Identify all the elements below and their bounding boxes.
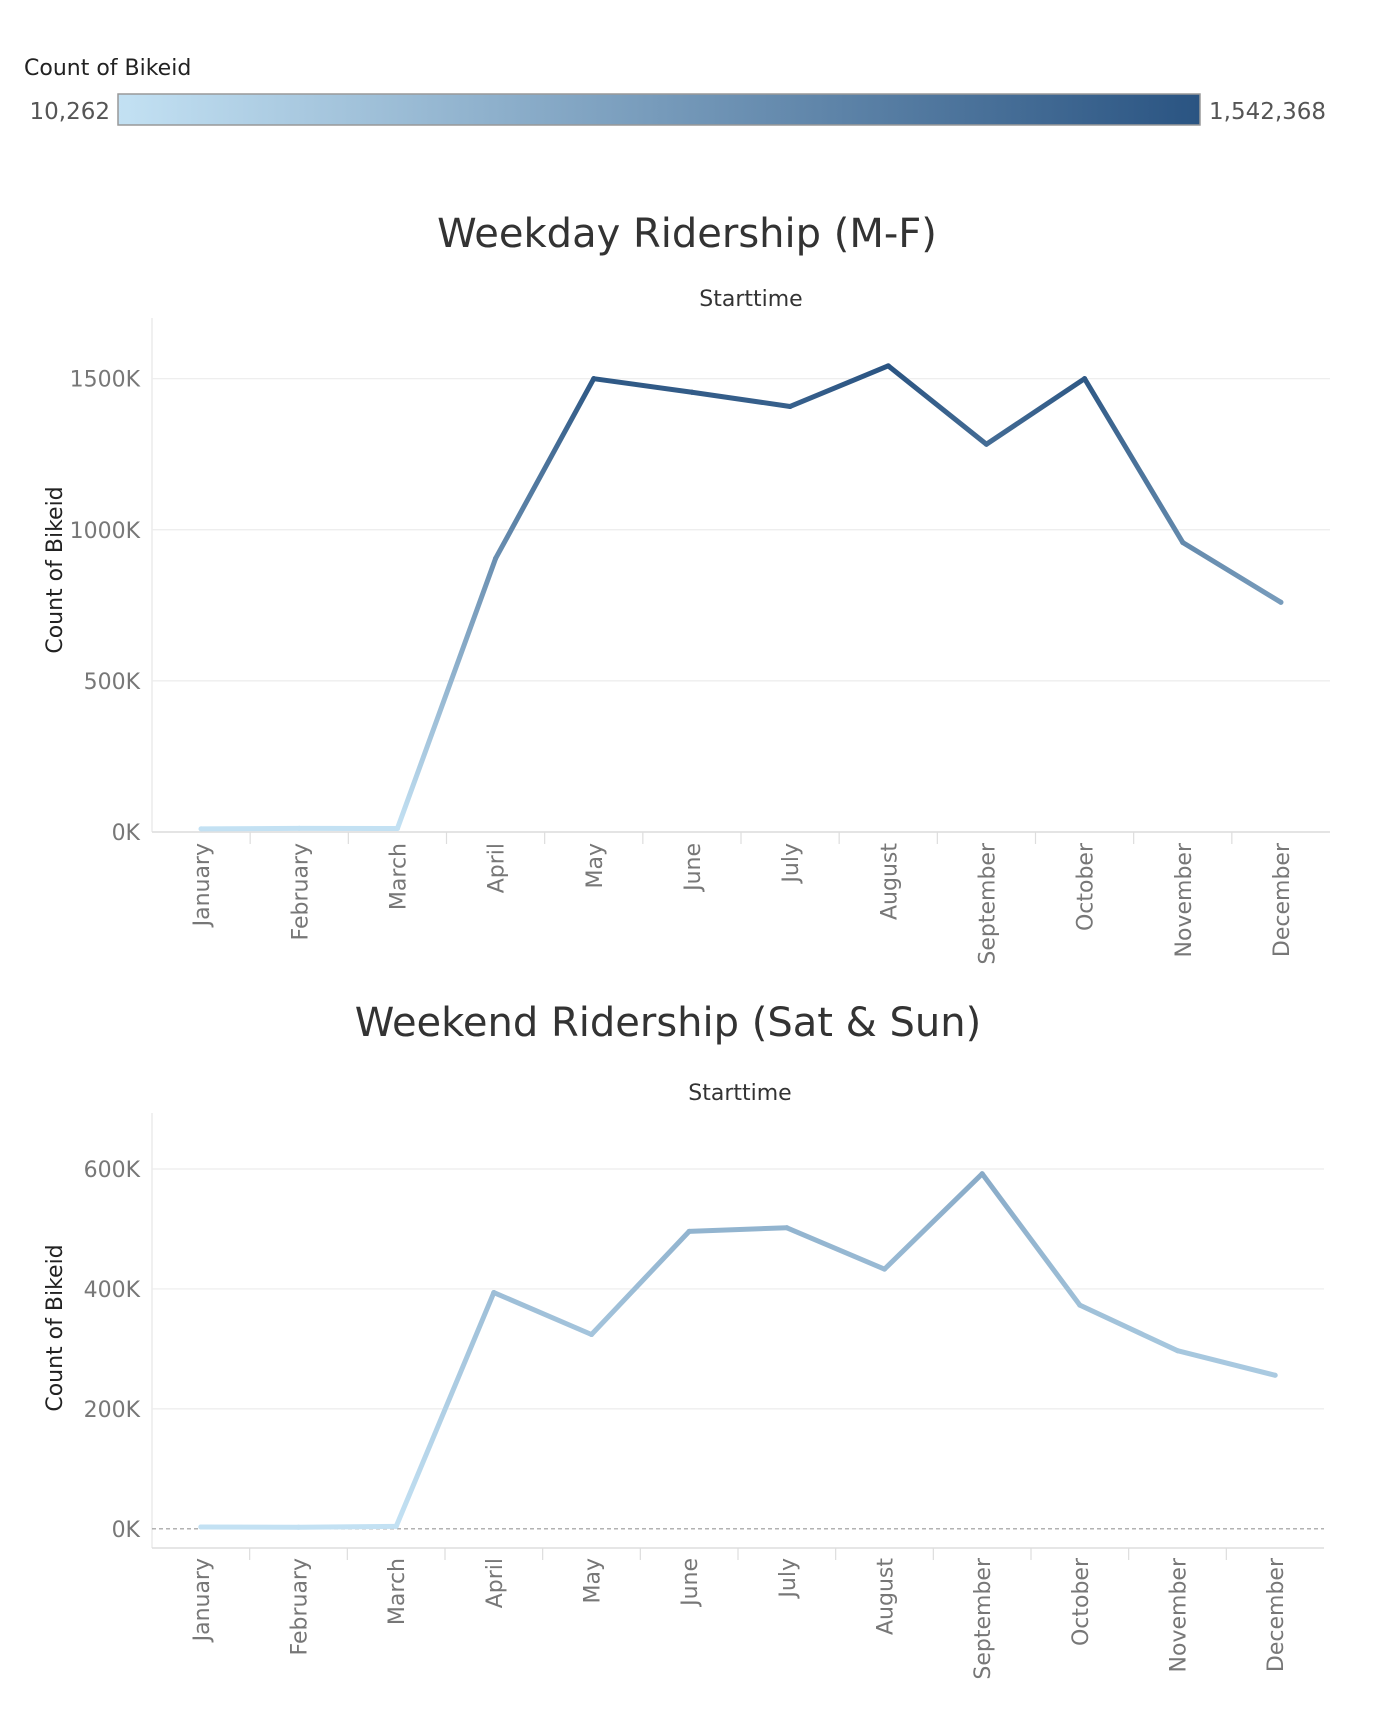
weekend-x-tick-label: March xyxy=(385,1558,410,1625)
weekday-line-segment xyxy=(885,363,989,447)
weekday-column-header: Starttime xyxy=(699,287,802,312)
weekend-x-axis: January February March April May June July Augu… xyxy=(190,1557,1289,1680)
weekend-chart-title: Weekend Ridership (Sat & Sun) xyxy=(355,1000,982,1046)
weekday-x-tick-label: August xyxy=(877,843,902,920)
legend-title: Count of Bikeid xyxy=(24,56,191,81)
weekday-series-line xyxy=(198,363,1284,832)
weekday-line-segment xyxy=(983,376,1088,447)
weekend-x-tick-label: November xyxy=(1167,1557,1192,1672)
color-legend: Count of Bikeid 10,262 1,542,368 xyxy=(24,56,1326,126)
weekday-data-point xyxy=(1082,376,1088,382)
weekday-data-point xyxy=(394,826,400,832)
weekday-line-segment xyxy=(1180,539,1284,605)
weekend-y-tick-label: 400K xyxy=(84,1278,141,1303)
weekday-data-point xyxy=(689,389,695,395)
weekday-x-axis: January February March April May June July Augu… xyxy=(190,842,1295,965)
weekend-line-segment xyxy=(393,1290,497,1529)
weekend-x-tick-label: June xyxy=(678,1558,703,1608)
weekend-line-segment xyxy=(296,1523,399,1530)
weekday-y-axis-label: Count of Bikeid xyxy=(43,486,68,653)
weekday-gridlines xyxy=(151,318,1330,844)
weekend-line-segment xyxy=(882,1171,985,1272)
weekend-data-point xyxy=(686,1228,692,1234)
weekday-data-point xyxy=(1180,539,1186,545)
weekday-x-tick-label: December xyxy=(1270,842,1295,957)
weekend-data-point xyxy=(296,1524,301,1530)
weekday-line-segment xyxy=(1082,376,1186,545)
weekend-y-tick-label: 0K xyxy=(112,1518,141,1543)
weekday-x-tick-label: October xyxy=(1074,842,1099,931)
weekend-line-segment xyxy=(491,1290,594,1338)
weekend-data-point xyxy=(882,1266,887,1272)
weekday-y-tick-label: 500K xyxy=(84,670,141,695)
weekend-data-point xyxy=(589,1332,594,1338)
weekday-data-point xyxy=(885,363,891,369)
weekend-line-segment xyxy=(589,1228,692,1338)
legend-max-label: 1,542,368 xyxy=(1209,99,1326,125)
weekend-y-tick-label: 600K xyxy=(84,1158,141,1183)
weekday-line-segment xyxy=(493,376,597,561)
weekday-y-tick-label: 0K xyxy=(112,821,141,846)
legend-color-ramp xyxy=(117,93,1201,126)
weekday-x-tick-label: July xyxy=(779,843,804,885)
weekday-data-point xyxy=(493,555,499,561)
weekend-line-segment xyxy=(1175,1348,1278,1378)
weekday-line-segment xyxy=(591,376,695,395)
weekend-data-point xyxy=(1077,1302,1083,1308)
weekday-data-point xyxy=(1278,599,1284,605)
weekday-x-tick-label: March xyxy=(386,843,411,910)
weekday-x-tick-label: November xyxy=(1172,842,1197,957)
weekday-data-point xyxy=(198,826,204,832)
weekday-line-segment xyxy=(198,825,302,832)
weekend-data-point xyxy=(1272,1372,1278,1378)
weekend-x-tick-label: September xyxy=(971,1557,996,1680)
weekend-x-tick-label: April xyxy=(483,1558,508,1608)
weekday-data-point xyxy=(591,376,597,382)
legend-min-label: 10,262 xyxy=(30,99,110,125)
weekend-data-point xyxy=(491,1290,497,1296)
weekday-chart-title: Weekday Ridership (M-F) xyxy=(437,211,937,257)
weekday-x-tick-label: February xyxy=(288,843,313,941)
weekend-series-line xyxy=(198,1171,1278,1530)
weekend-x-tick-label: January xyxy=(190,1558,215,1643)
weekend-y-tick-label: 200K xyxy=(84,1398,141,1423)
weekend-chart: Weekend Ridership (Sat & Sun) Starttime … xyxy=(43,1000,1324,1680)
weekend-x-tick-label: July xyxy=(776,1558,801,1600)
weekday-x-tick-label: September xyxy=(975,842,1000,965)
weekend-x-tick-label: October xyxy=(1069,1557,1094,1646)
weekend-data-point xyxy=(979,1171,985,1177)
weekend-column-header: Starttime xyxy=(688,1081,791,1106)
weekend-x-tick-label: May xyxy=(581,1558,606,1603)
weekday-y-tick-label: 1000K xyxy=(70,519,141,544)
weekend-x-tick-label: February xyxy=(288,1558,313,1656)
weekend-y-axis: 0K 200K 400K 600K xyxy=(84,1158,141,1543)
weekday-y-axis: 0K 500K 1000K 1500K xyxy=(70,368,141,846)
weekday-y-tick-label: 1500K xyxy=(70,368,141,393)
weekend-x-tick-label: August xyxy=(874,1558,899,1635)
weekday-line-segment xyxy=(394,555,499,832)
weekday-line-segment xyxy=(787,363,891,409)
weekday-line-segment xyxy=(689,389,793,409)
weekday-data-point xyxy=(787,403,793,409)
weekend-line-segment xyxy=(784,1225,887,1272)
weekend-y-axis-label: Count of Bikeid xyxy=(43,1244,68,1411)
weekend-x-tick-label: December xyxy=(1264,1557,1289,1672)
weekend-gridlines xyxy=(151,1113,1324,1560)
weekend-line-segment xyxy=(686,1225,790,1234)
weekend-data-point xyxy=(393,1523,399,1529)
weekday-chart: Weekday Ridership (M-F) Starttime Count … xyxy=(43,211,1330,965)
weekday-x-tick-label: June xyxy=(681,843,706,893)
weekday-data-point xyxy=(296,825,302,831)
weekday-x-tick-label: January xyxy=(190,843,215,928)
weekend-line-segment xyxy=(1077,1302,1180,1354)
weekday-x-tick-label: May xyxy=(583,843,608,888)
weekend-data-point xyxy=(198,1524,204,1530)
weekend-data-point xyxy=(784,1225,790,1231)
weekend-line-segment xyxy=(979,1171,1083,1308)
weekday-x-tick-label: April xyxy=(485,843,510,893)
weekday-data-point xyxy=(983,441,989,447)
weekend-data-point xyxy=(1175,1348,1180,1354)
